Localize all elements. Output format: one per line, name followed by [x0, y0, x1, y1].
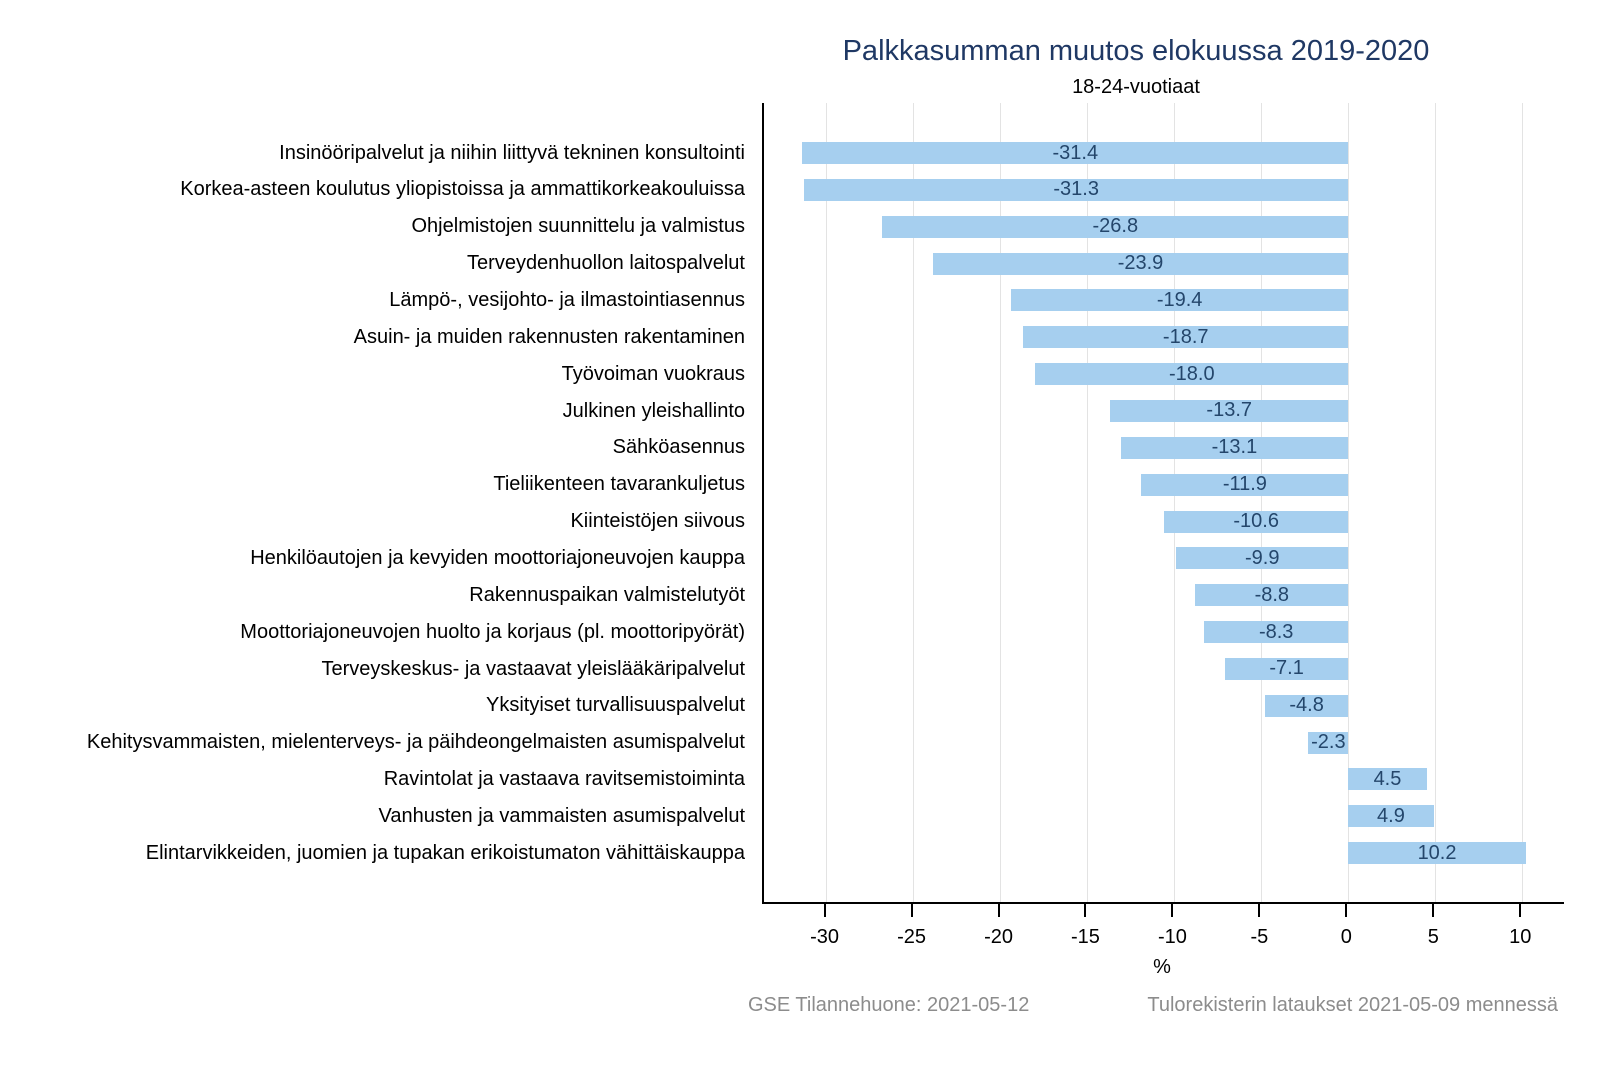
category-label: Kehitysvammaisten, mielenterveys- ja päi…	[86, 731, 745, 754]
value-label: -18.7	[1162, 325, 1209, 348]
value-label: 10.2	[1417, 841, 1457, 864]
value-label: 4.5	[1373, 767, 1402, 790]
category-label: Vanhusten ja vammaisten asumispalvelut	[378, 804, 745, 827]
category-label: Rakennuspaikan valmistelutyöt	[469, 583, 745, 606]
category-label: Yksityiset turvallisuuspalvelut	[486, 694, 745, 717]
category-label: Elintarvikkeiden, juomien ja tupakan eri…	[145, 841, 745, 864]
value-label: -8.8	[1254, 583, 1290, 606]
category-label: Insinööripalvelut ja niihin liittyvä tek…	[279, 141, 745, 164]
category-label: Terveyskeskus- ja vastaavat yleislääkäri…	[321, 657, 745, 680]
bar: -18.0	[1035, 362, 1349, 386]
x-tick-label: -25	[897, 926, 927, 948]
value-label: 4.9	[1377, 804, 1405, 827]
chart-title: Palkkasumman muutos elokuussa 2019-2020	[842, 35, 1430, 67]
bar: -26.8	[882, 215, 1349, 238]
gridline	[1347, 103, 1350, 902]
value-label: -11.9	[1222, 473, 1267, 496]
category-label: Ravintolat ja vastaava ravitsemistoimint…	[383, 768, 745, 791]
value-label: -31.3	[1053, 178, 1099, 201]
footer-source-right: Tulorekisterin lataukset 2021-05-09 menn…	[1147, 994, 1558, 1016]
gridline	[825, 103, 828, 902]
bar: -11.9	[1141, 473, 1349, 496]
bar: -8.8	[1195, 583, 1349, 607]
value-label: -13.7	[1206, 399, 1252, 422]
bar: 4.9	[1348, 804, 1434, 828]
x-axis-label: %	[1153, 956, 1171, 978]
bar: -31.4	[802, 141, 1349, 165]
x-tick-label: -10	[1157, 926, 1187, 948]
chart-header: Palkkasumman muutos elokuussa 2019-2020 …	[710, 34, 1562, 100]
gridline	[1521, 103, 1523, 902]
x-tick	[1171, 904, 1174, 917]
bar: -13.1	[1120, 436, 1349, 459]
category-label: Lämpö-, vesijohto- ja ilmastointiasennus	[389, 289, 745, 311]
category-label: Terveydenhuollon laitospalvelut	[467, 252, 745, 275]
x-tick	[1345, 904, 1348, 917]
bar: -7.1	[1224, 657, 1349, 680]
bar: -13.7	[1110, 399, 1349, 422]
x-tick	[1519, 904, 1522, 917]
gridline	[1434, 103, 1437, 902]
value-label: -19.4	[1156, 288, 1203, 311]
category-label: Tieliikenteen tavarankuljetus	[493, 473, 745, 496]
x-tick-label: 10	[1509, 926, 1532, 948]
bar: -4.8	[1264, 694, 1349, 717]
plot-area: -31.4 -31.3 -26.8 -23.9 -19.4 -18.7 -18.0 -13.7…	[762, 103, 1564, 904]
category-label: Kiinteistöjen siivous	[570, 510, 745, 533]
value-label: -9.9	[1245, 546, 1280, 569]
bar: 10.2	[1348, 841, 1526, 865]
bar: -19.4	[1010, 288, 1349, 312]
category-label: Julkinen yleishallinto	[562, 399, 745, 422]
category-label: Ohjelmistojen suunnittelu ja valmistus	[411, 215, 746, 238]
value-label: -2.3	[1311, 731, 1346, 754]
bar: -10.6	[1164, 510, 1349, 533]
x-tick	[1084, 904, 1087, 917]
gridline	[1086, 103, 1089, 902]
x-tick	[997, 904, 1000, 917]
value-label: -31.4	[1052, 141, 1099, 164]
category-label: Työvoiman vuokraus	[561, 362, 745, 385]
category-label: Henkilöautojen ja kevyiden moottoriajone…	[250, 546, 745, 569]
x-tick-label: -15	[1071, 926, 1100, 948]
x-tick	[1258, 904, 1261, 917]
x-tick	[823, 904, 826, 917]
value-label: -18.0	[1169, 362, 1215, 385]
footer-source-left: GSE Tilannehuone: 2021-05-12	[748, 994, 1030, 1016]
category-labels-layer: Insinööripalvelut ja niihin liittyvä tek…	[0, 103, 745, 902]
value-label: -10.6	[1233, 510, 1279, 533]
category-label: Asuin- ja muiden rakennusten rakentamine…	[353, 325, 745, 348]
x-tick-label: 0	[1340, 926, 1352, 948]
value-label: -7.1	[1269, 657, 1304, 680]
x-tick-label: 5	[1427, 926, 1439, 948]
value-label: -26.8	[1092, 215, 1139, 238]
x-tick-label: -30	[810, 926, 840, 948]
bar: -9.9	[1176, 546, 1349, 570]
gridline	[999, 103, 1002, 902]
category-label: Moottoriajoneuvojen huolto ja korjaus (p…	[240, 620, 745, 643]
bar: 4.5	[1348, 767, 1427, 791]
gridline	[912, 103, 915, 902]
category-label: Korkea-asteen koulutus yliopistoissa ja …	[180, 178, 745, 201]
category-label: Sähköasennus	[612, 436, 745, 459]
x-tick-label: -20	[984, 926, 1013, 948]
bar: -23.9	[932, 252, 1349, 275]
value-label: -8.3	[1258, 620, 1294, 643]
x-tick	[1432, 904, 1435, 917]
x-tick	[910, 904, 913, 917]
value-label: -23.9	[1117, 252, 1164, 275]
gridline	[1173, 103, 1176, 902]
gridline	[1260, 103, 1263, 902]
x-tick-label: -5	[1250, 926, 1269, 948]
bar: -18.7	[1023, 325, 1349, 349]
chart-subtitle: 18-24-vuotiaat	[1072, 76, 1200, 98]
x-axis: -30 -25 -20 -15 -10 -5 0 5 10	[762, 904, 1562, 964]
value-label: -13.1	[1211, 436, 1258, 459]
bar: -2.3	[1308, 731, 1349, 754]
chart-footer: GSE Tilannehuone: 2021-05-12 Tulorekiste…	[748, 994, 1558, 1017]
bar: -31.3	[804, 178, 1349, 201]
bar: -8.3	[1204, 620, 1349, 644]
value-label: -4.8	[1289, 694, 1324, 717]
